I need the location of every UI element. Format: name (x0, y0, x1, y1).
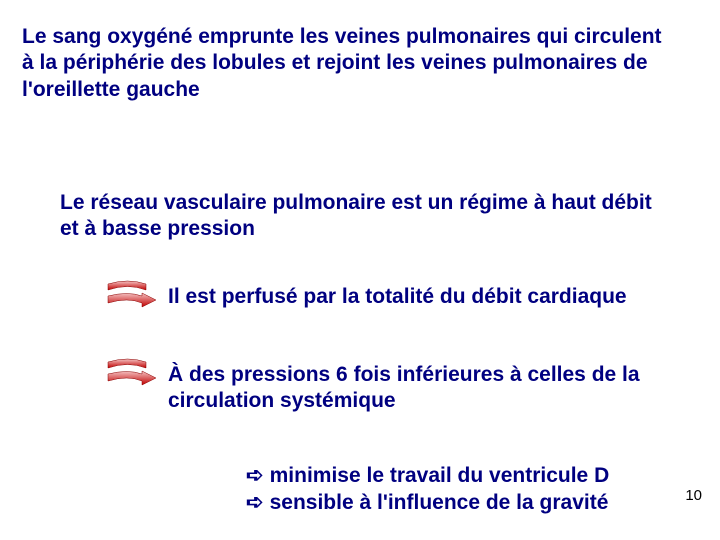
page-number: 10 (685, 487, 702, 504)
curved-arrow-icon (100, 278, 160, 308)
intro-paragraph: Le sang oxygéné emprunte les veines pulm… (22, 24, 672, 103)
consequence-line-1: ➪ minimise le travail du ventricule D (246, 462, 676, 489)
consequence-text-1: minimise le travail du ventricule D (270, 462, 610, 489)
bullet-text-2: À des pressions 6 fois inférieures à cel… (168, 362, 720, 415)
consequence-line-2: ➪ sensible à l'influence de la gravité (246, 489, 676, 516)
consequence-text-2: sensible à l'influence de la gravité (270, 489, 609, 516)
curved-arrow-icon (100, 356, 160, 386)
outlined-arrow-icon: ➪ (246, 462, 264, 489)
bullet-text-1: Il est perfusé par la totalité du débit … (168, 284, 720, 310)
consequences-block: ➪ minimise le travail du ventricule D ➪ … (246, 462, 676, 517)
outlined-arrow-icon: ➪ (246, 489, 264, 516)
subheading: Le réseau vasculaire pulmonaire est un r… (60, 190, 660, 243)
